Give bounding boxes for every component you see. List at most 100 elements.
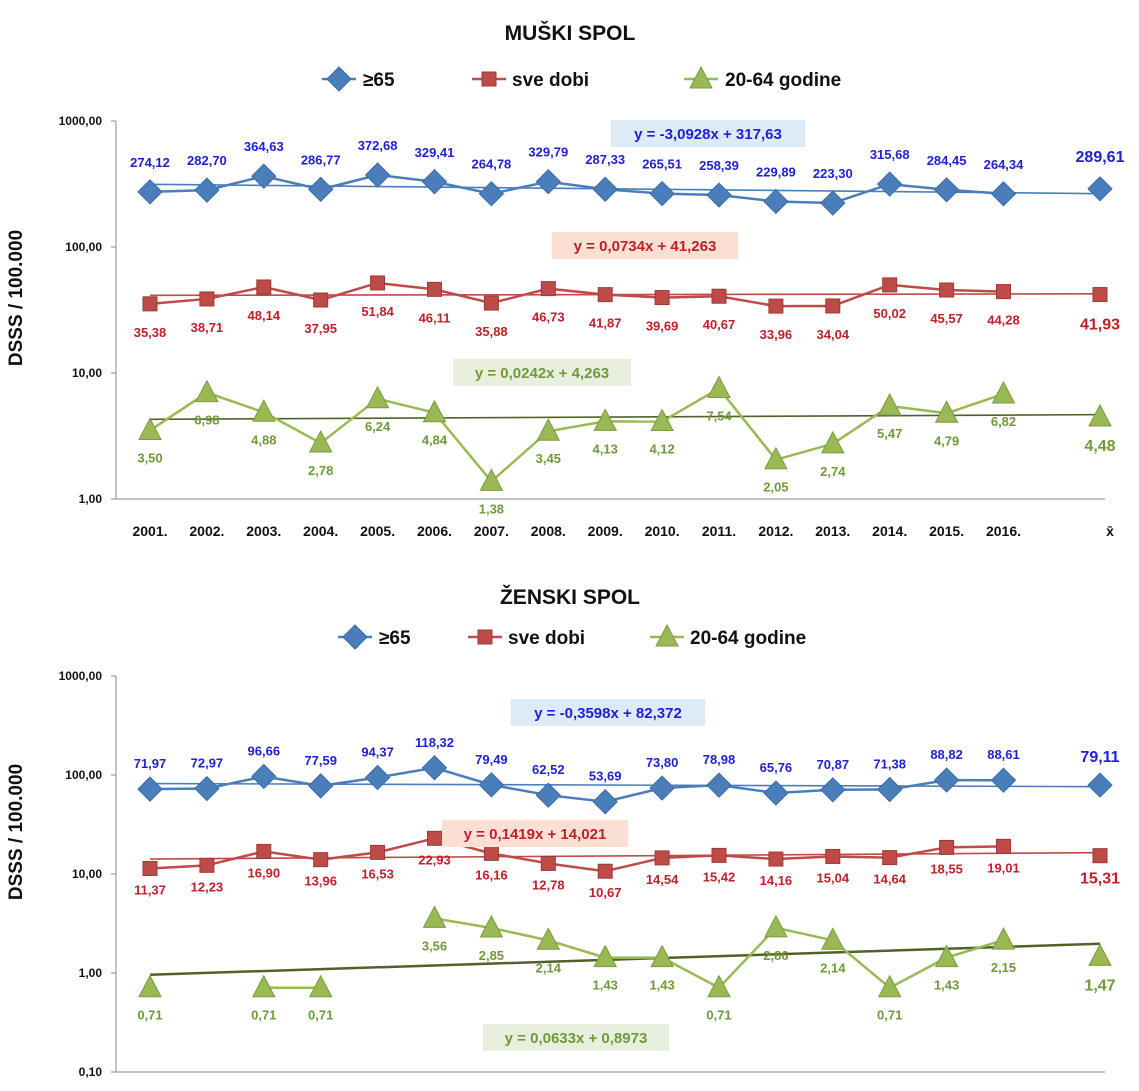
data-label: 289,61	[1076, 149, 1125, 166]
data-label: 15,42	[703, 869, 736, 884]
equation-box	[510, 699, 706, 726]
data-point	[706, 772, 732, 798]
data-point	[933, 177, 960, 203]
data-label: 4,13	[593, 441, 618, 456]
data-point	[1092, 287, 1108, 303]
series-segment	[889, 846, 947, 859]
data-label: 22,93	[418, 852, 451, 867]
series-segment	[662, 294, 720, 299]
series-1: 274,12 282,70 364,63 286,77 372,68 329,41 264,…	[130, 138, 1125, 216]
data-point	[483, 845, 499, 861]
series-segment	[548, 420, 606, 433]
data-point	[876, 776, 903, 803]
data-label: 329,79	[528, 145, 568, 160]
series-segment	[718, 926, 777, 989]
data-label: 274,12	[130, 155, 170, 170]
data-label: 1,47	[1084, 977, 1115, 994]
series-segment	[263, 850, 321, 861]
series-segment	[149, 297, 208, 306]
data-label: 2,14	[820, 960, 846, 975]
equation-text: y = -0,3598x + 82,372	[534, 705, 682, 722]
data-label: 264,34	[984, 157, 1025, 172]
data-label: 16,90	[248, 865, 281, 880]
series-segment	[889, 283, 947, 292]
data-point	[990, 181, 1017, 207]
trend-equation-1: y = -0,3598x + 82,372	[510, 699, 706, 726]
data-point	[593, 944, 618, 968]
x-tick-label: 2012.	[758, 523, 793, 539]
data-label: 0,71	[308, 1008, 333, 1023]
x-tick-label: 2004.	[303, 523, 338, 539]
y-tick-label: 100,00	[65, 768, 102, 782]
data-label: 88,82	[930, 747, 963, 762]
x-tick-label: 2006.	[417, 523, 452, 539]
data-point	[142, 296, 158, 312]
data-label: 265,51	[642, 157, 682, 172]
x-tick-label: 2010.	[645, 523, 680, 539]
data-point	[308, 974, 333, 998]
data-point	[593, 408, 618, 431]
data-point	[597, 287, 613, 303]
data-point	[934, 944, 959, 968]
x-tick-label: 2016.	[986, 523, 1021, 539]
legend-label: 20-64 godine	[690, 628, 806, 649]
equation-text: y = 0,1419x + 14,021	[464, 826, 607, 843]
data-label: 16,53	[361, 866, 394, 881]
data-point	[427, 281, 442, 297]
data-point	[422, 399, 447, 423]
data-label: 79,49	[475, 752, 508, 767]
data-label: 287,33	[585, 152, 625, 167]
data-label: 2,78	[308, 463, 333, 478]
series-segment	[491, 287, 549, 305]
data-label: 3,56	[422, 938, 447, 953]
data-point	[479, 468, 504, 491]
chart-title: MUŠKI SPOL	[505, 21, 636, 45]
data-point	[138, 417, 162, 440]
data-label: 14,16	[760, 873, 793, 888]
data-point	[307, 773, 334, 799]
data-point	[478, 772, 505, 798]
series-segment	[946, 938, 1004, 959]
data-label: 51,84	[361, 304, 394, 319]
data-point	[877, 392, 902, 416]
chart-title: ŽENSKI SPOL	[500, 585, 640, 609]
series-segment	[548, 862, 606, 873]
data-point	[256, 279, 272, 295]
data-point	[1088, 943, 1112, 966]
data-point	[820, 777, 846, 803]
series-segment	[547, 939, 606, 959]
trend-equation-2: y = 0,0734x + 41,263	[551, 232, 739, 259]
data-point	[540, 281, 556, 297]
equation-text: y = 0,0242x + 4,263	[475, 365, 609, 382]
data-label: 71,38	[873, 756, 906, 771]
data-label: 7,54	[706, 408, 732, 423]
data-label: 0,71	[706, 1008, 731, 1023]
series-3: 3,50 6,98 4,88 2,78 6,24 4,84 1,38 3,45 4,13 4,12…	[137, 375, 1116, 516]
data-point	[1092, 848, 1108, 864]
data-label: 46,73	[532, 310, 565, 325]
data-label: 258,39	[699, 158, 739, 173]
data-point	[990, 767, 1017, 793]
data-label: 4,79	[934, 433, 959, 448]
legend-label: sve dobi	[512, 70, 589, 91]
series-segment	[149, 864, 207, 870]
data-point	[763, 780, 789, 806]
data-point	[764, 914, 788, 938]
trend-equation-3: y = 0,0633x + 0,8973	[482, 1024, 670, 1051]
data-label: 18,55	[930, 861, 963, 876]
data-point	[996, 284, 1011, 300]
series-segment	[718, 294, 777, 308]
data-point	[654, 850, 670, 866]
data-point	[256, 843, 272, 859]
data-label: 6,98	[194, 413, 219, 428]
data-label: 94,37	[361, 744, 394, 759]
data-label: 2,05	[763, 480, 788, 495]
legend-marker-square	[481, 71, 497, 87]
data-label: 12,78	[532, 877, 565, 892]
series-2: 35,38 38,71 48,14 37,95 51,84 46,11 35,88 46,73…	[134, 275, 1120, 342]
series-segment	[434, 917, 492, 930]
data-label: 39,69	[646, 319, 679, 334]
data-label: 282,70	[187, 153, 227, 168]
series-segment	[377, 837, 435, 854]
data-label: 15,04	[817, 870, 850, 885]
